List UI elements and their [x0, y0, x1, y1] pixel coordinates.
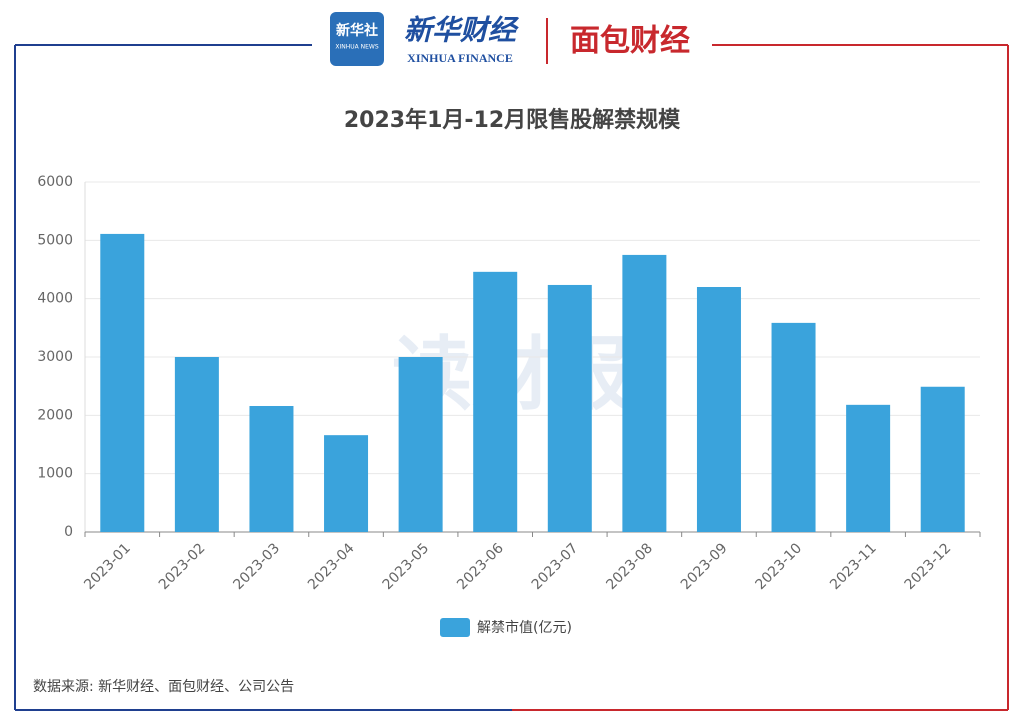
bar	[622, 254, 667, 532]
y-tick-label: 0	[64, 524, 73, 540]
bar	[100, 233, 145, 532]
bar	[771, 322, 816, 532]
x-tick-label: 2023-09	[678, 540, 731, 593]
bar	[920, 386, 965, 532]
bar	[846, 404, 891, 532]
x-tick-label: 2023-11	[827, 540, 880, 593]
bar	[398, 357, 443, 532]
x-tick-label: 2023-10	[753, 540, 806, 593]
x-tick-label: 2023-08	[603, 540, 656, 593]
bar	[547, 284, 592, 532]
logo-text: 面包财经	[570, 24, 690, 59]
logo-badge	[330, 12, 384, 66]
logo-text: 新华财经	[404, 14, 520, 47]
legend-swatch	[440, 618, 470, 637]
x-tick-label: 2023-03	[230, 540, 283, 593]
source-note: 数据来源: 新华财经、面包财经、公司公告	[33, 679, 294, 695]
y-tick-label: 5000	[37, 232, 73, 248]
logo-text: 新华社	[336, 22, 378, 39]
y-tick-label: 2000	[37, 407, 73, 423]
x-tick-label: 2023-02	[156, 540, 209, 593]
x-tick-label: 2023-12	[902, 540, 955, 593]
x-tick-label: 2023-07	[529, 540, 582, 593]
y-tick-label: 4000	[37, 291, 73, 307]
x-tick-label: 2023-04	[305, 540, 358, 593]
logo-subtext: XINHUA FINANCE	[407, 51, 513, 65]
x-tick-label: 2023-01	[81, 540, 134, 593]
bar	[249, 406, 294, 532]
bar	[174, 357, 219, 532]
y-tick-label: 3000	[37, 349, 73, 365]
logo-subtext: XINHUA NEWS	[335, 44, 378, 51]
bar	[473, 271, 518, 532]
bar	[324, 435, 369, 532]
x-tick-label: 2023-05	[380, 540, 433, 593]
y-tick-label: 1000	[37, 466, 73, 482]
chart-title: 2023年1月-12月限售股解禁规模	[344, 107, 681, 133]
x-tick-label: 2023-06	[454, 540, 507, 593]
bar	[696, 287, 741, 532]
legend-label: 解禁市值(亿元)	[477, 619, 572, 636]
y-tick-label: 6000	[37, 174, 73, 190]
